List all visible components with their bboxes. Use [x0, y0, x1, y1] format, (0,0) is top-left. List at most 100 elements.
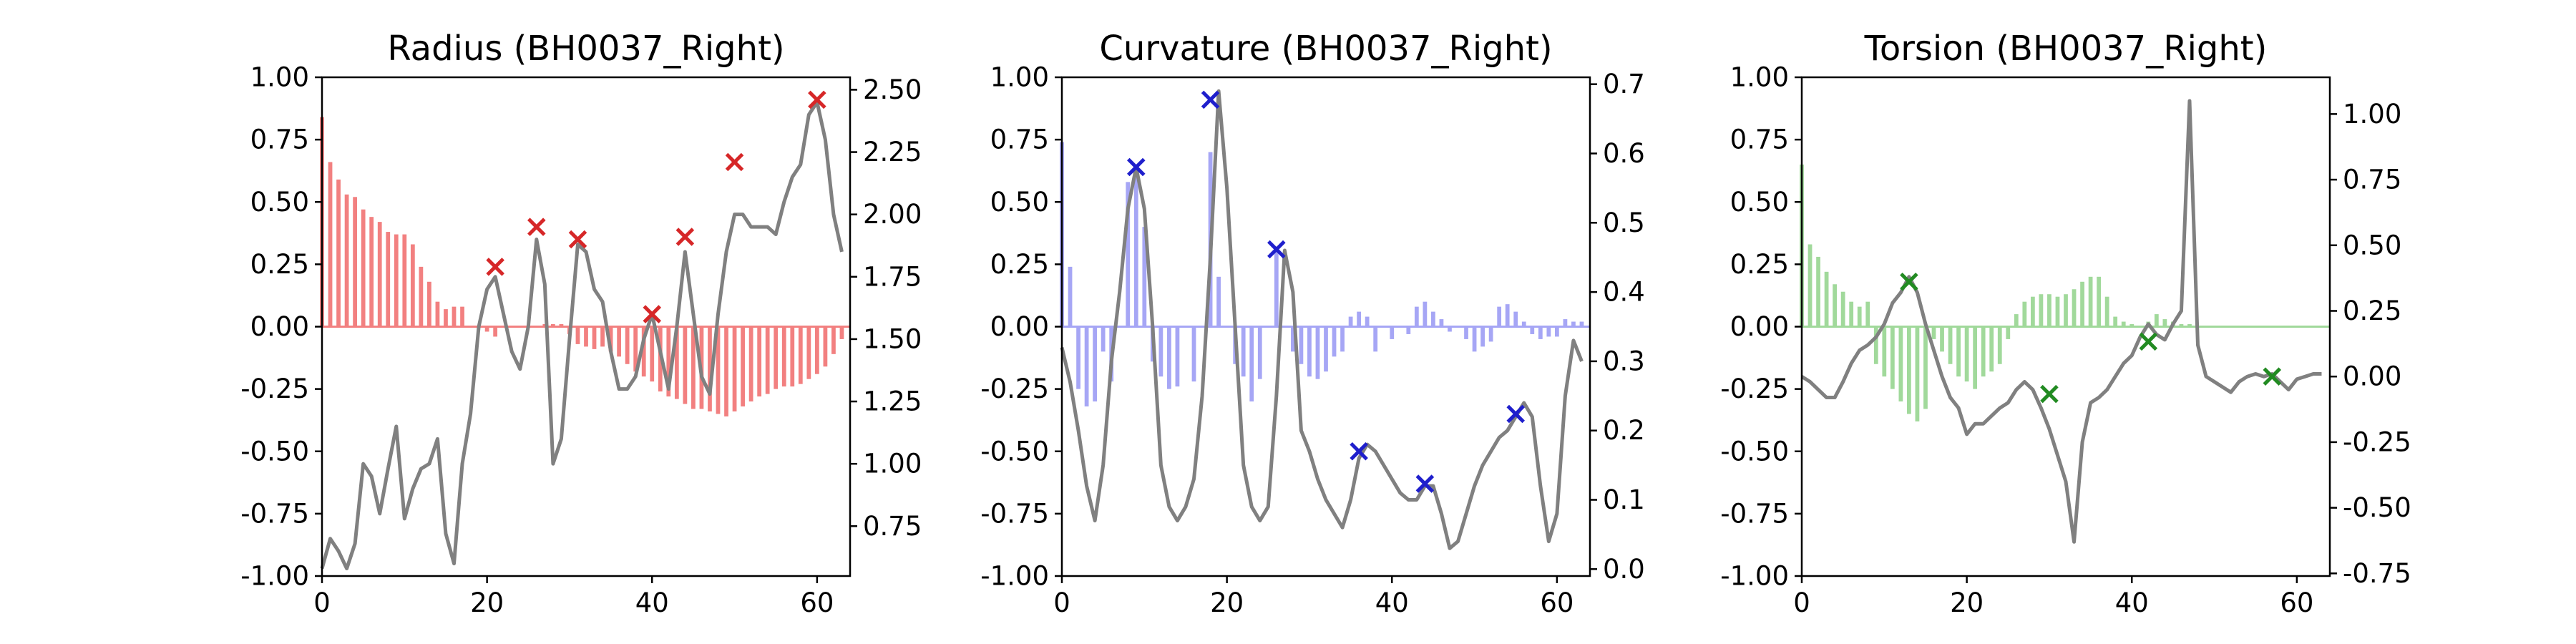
right-tick-label: 0.75 — [863, 511, 922, 542]
bar — [1997, 326, 2002, 364]
bar — [1274, 246, 1279, 327]
bar — [369, 217, 374, 327]
right-tick-label: 2.25 — [863, 137, 922, 167]
marker-point — [1201, 90, 1220, 109]
marker-point — [2263, 367, 2282, 386]
bar — [427, 281, 431, 327]
left-tick-label: 0.25 — [1730, 249, 1789, 280]
bar — [1807, 244, 1813, 327]
bar — [732, 326, 737, 411]
right-tick-label: 2.50 — [863, 74, 922, 105]
bar — [2047, 294, 2051, 327]
right-tick-label: 2.00 — [863, 199, 922, 230]
right-tick-label: 0.7 — [1603, 69, 1645, 99]
bar — [361, 209, 366, 327]
left-tick-label: 0.75 — [250, 125, 309, 155]
bar — [1101, 326, 1106, 352]
bar — [1126, 182, 1131, 327]
left-tick-label: 0.75 — [1730, 125, 1789, 155]
bar — [757, 326, 762, 397]
marker-point — [2139, 332, 2158, 351]
left-tick-label: 1.00 — [250, 62, 309, 93]
bar — [1973, 326, 1978, 389]
bar — [2179, 324, 2184, 327]
bar — [460, 306, 464, 327]
bar — [2022, 301, 2027, 327]
bar — [1964, 326, 1969, 382]
marker-point — [1350, 441, 1368, 461]
bar — [1324, 326, 1328, 372]
bar — [1406, 326, 1411, 334]
bar — [683, 326, 688, 404]
right-tick-label: 0.2 — [1603, 415, 1645, 446]
left-tick-label: -1.00 — [240, 561, 309, 592]
chart-panel-2: 1.000.750.500.250.00-0.25-0.50-0.75-1.00… — [980, 29, 1645, 618]
bar — [1824, 271, 1829, 327]
bar — [344, 194, 349, 327]
bar — [328, 162, 333, 327]
right-tick-label: 0.1 — [1603, 484, 1645, 515]
bar — [1981, 326, 1986, 377]
x-tick-label: 0 — [313, 587, 331, 618]
bar — [625, 326, 630, 364]
x-tick-label: 0 — [1053, 587, 1070, 618]
marker-point — [1506, 404, 1525, 424]
bar — [774, 326, 779, 389]
bar — [633, 326, 638, 372]
left-tick-label: -0.25 — [240, 374, 309, 404]
bar — [1464, 326, 1468, 339]
bar — [542, 324, 547, 327]
bar — [1175, 326, 1180, 387]
left-tick-label: 0.00 — [990, 311, 1049, 342]
bar — [1439, 319, 1444, 327]
bar — [1431, 311, 1435, 327]
chart-panel-1: 1.00 0.75 0.50 0.25 0.00 -0.25 -0.50 -0.75 -1.00… — [240, 29, 922, 618]
series-line — [1060, 89, 1584, 550]
bar — [1348, 316, 1353, 327]
bar — [1931, 326, 1936, 339]
left-tick-label: -0.50 — [980, 436, 1049, 467]
bar — [1816, 256, 1820, 327]
marker-point — [568, 230, 587, 249]
bar — [839, 326, 844, 339]
bar — [1923, 326, 1928, 409]
bar — [1093, 326, 1098, 402]
bar — [1840, 291, 1845, 327]
bar — [419, 266, 424, 327]
right-tick-label: 0.4 — [1603, 277, 1645, 308]
bar — [823, 326, 828, 367]
x-tick-label: 20 — [1950, 587, 1984, 618]
bar — [2080, 281, 2084, 327]
bar — [1833, 284, 1838, 327]
bar — [2121, 321, 2126, 327]
right-tick-label: 1.50 — [863, 323, 922, 354]
bar — [410, 244, 415, 327]
marker-point — [1415, 474, 1435, 493]
left-tick-label: -0.75 — [980, 498, 1049, 529]
marker-point — [725, 152, 744, 172]
bar — [1579, 321, 1584, 327]
bar — [1480, 326, 1485, 347]
chart-title: Torsion (BH0037_Right) — [1864, 29, 2268, 69]
left-tick-label: 0.00 — [250, 311, 309, 342]
bar — [708, 326, 712, 411]
left-tick-label: 0.50 — [990, 187, 1049, 218]
left-tick-label: 0.50 — [1730, 187, 1789, 218]
bar — [674, 326, 679, 399]
bar — [831, 326, 836, 354]
bar — [1290, 326, 1295, 352]
left-tick-label: 0.75 — [990, 125, 1049, 155]
bar — [592, 326, 597, 349]
bar — [691, 326, 696, 409]
left-tick-label: -0.75 — [240, 498, 309, 529]
bar — [724, 326, 728, 416]
bar — [806, 326, 811, 379]
marker-point — [1267, 240, 1286, 259]
bar — [444, 309, 448, 327]
bar — [1448, 326, 1452, 332]
bar — [484, 326, 489, 332]
left-tick-label: 0.50 — [250, 187, 309, 218]
bar — [2097, 276, 2102, 327]
bar — [1390, 326, 1395, 339]
left-tick-label: -0.50 — [1720, 436, 1789, 467]
